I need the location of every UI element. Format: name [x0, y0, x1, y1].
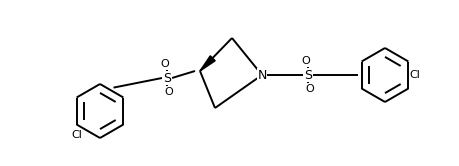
Polygon shape: [200, 56, 215, 71]
Text: S: S: [162, 72, 171, 84]
Text: O: O: [301, 56, 310, 66]
Text: O: O: [305, 84, 313, 94]
Text: O: O: [164, 87, 173, 97]
Text: Cl: Cl: [71, 130, 82, 140]
Text: O: O: [160, 59, 169, 69]
Text: Cl: Cl: [409, 70, 420, 80]
Text: N: N: [257, 69, 266, 82]
Text: S: S: [303, 69, 311, 82]
